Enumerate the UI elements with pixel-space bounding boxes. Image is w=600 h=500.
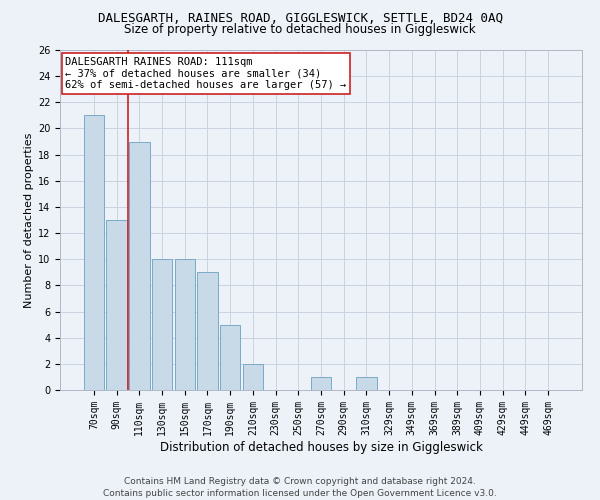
Bar [311, 377, 331, 390]
Text: DALESGARTH, RAINES ROAD, GIGGLESWICK, SETTLE, BD24 0AQ: DALESGARTH, RAINES ROAD, GIGGLESWICK, SE… [97, 12, 503, 26]
Text: Size of property relative to detached houses in Giggleswick: Size of property relative to detached ho… [124, 22, 476, 36]
Bar [356, 377, 377, 390]
Bar [242, 364, 263, 390]
Bar [152, 259, 172, 390]
Bar [106, 220, 127, 390]
Text: DALESGARTH RAINES ROAD: 111sqm
← 37% of detached houses are smaller (34)
62% of : DALESGARTH RAINES ROAD: 111sqm ← 37% of … [65, 57, 346, 90]
Bar [175, 259, 195, 390]
Bar [129, 142, 149, 390]
Bar [84, 116, 104, 390]
Y-axis label: Number of detached properties: Number of detached properties [23, 132, 34, 308]
Text: Contains HM Land Registry data © Crown copyright and database right 2024.
Contai: Contains HM Land Registry data © Crown c… [103, 476, 497, 498]
Bar [197, 272, 218, 390]
X-axis label: Distribution of detached houses by size in Giggleswick: Distribution of detached houses by size … [160, 440, 482, 454]
Bar [220, 324, 241, 390]
